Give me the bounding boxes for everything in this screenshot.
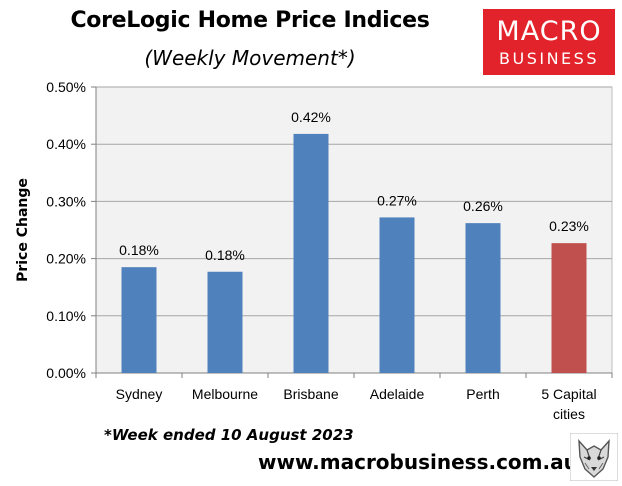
wolf-head-icon <box>570 433 618 481</box>
x-tick-label: Brisbane <box>283 386 338 402</box>
x-tick-label: Sydney <box>116 386 163 402</box>
data-label: 0.26% <box>463 198 503 214</box>
x-tick-label: Melbourne <box>192 386 258 402</box>
website-url: www.macrobusiness.com.au <box>258 450 578 474</box>
y-tick-label: 0.10% <box>46 308 86 324</box>
data-label: 0.18% <box>205 247 245 263</box>
x-tick-label: Adelaide <box>370 386 425 402</box>
bar <box>380 217 415 373</box>
bar <box>552 243 587 373</box>
bar <box>122 267 157 373</box>
x-tick-label: 5 Capital cities <box>541 386 596 422</box>
bar <box>208 272 243 373</box>
y-tick-label: 0.40% <box>46 136 86 152</box>
data-label: 0.23% <box>549 218 589 234</box>
data-label: 0.27% <box>377 192 417 208</box>
data-label: 0.18% <box>119 242 159 258</box>
y-tick-label: 0.00% <box>46 365 86 381</box>
y-tick-label: 0.30% <box>46 193 86 209</box>
bar <box>466 223 501 373</box>
x-tick-label: Perth <box>466 386 499 402</box>
footnote: *Week ended 10 August 2023 <box>104 426 354 444</box>
y-tick-label: 0.50% <box>46 79 86 95</box>
data-label: 0.42% <box>291 109 331 125</box>
plot-area <box>96 87 612 373</box>
bar <box>294 134 329 373</box>
y-axis-label: Price Change <box>15 178 31 282</box>
y-tick-label: 0.20% <box>46 251 86 267</box>
